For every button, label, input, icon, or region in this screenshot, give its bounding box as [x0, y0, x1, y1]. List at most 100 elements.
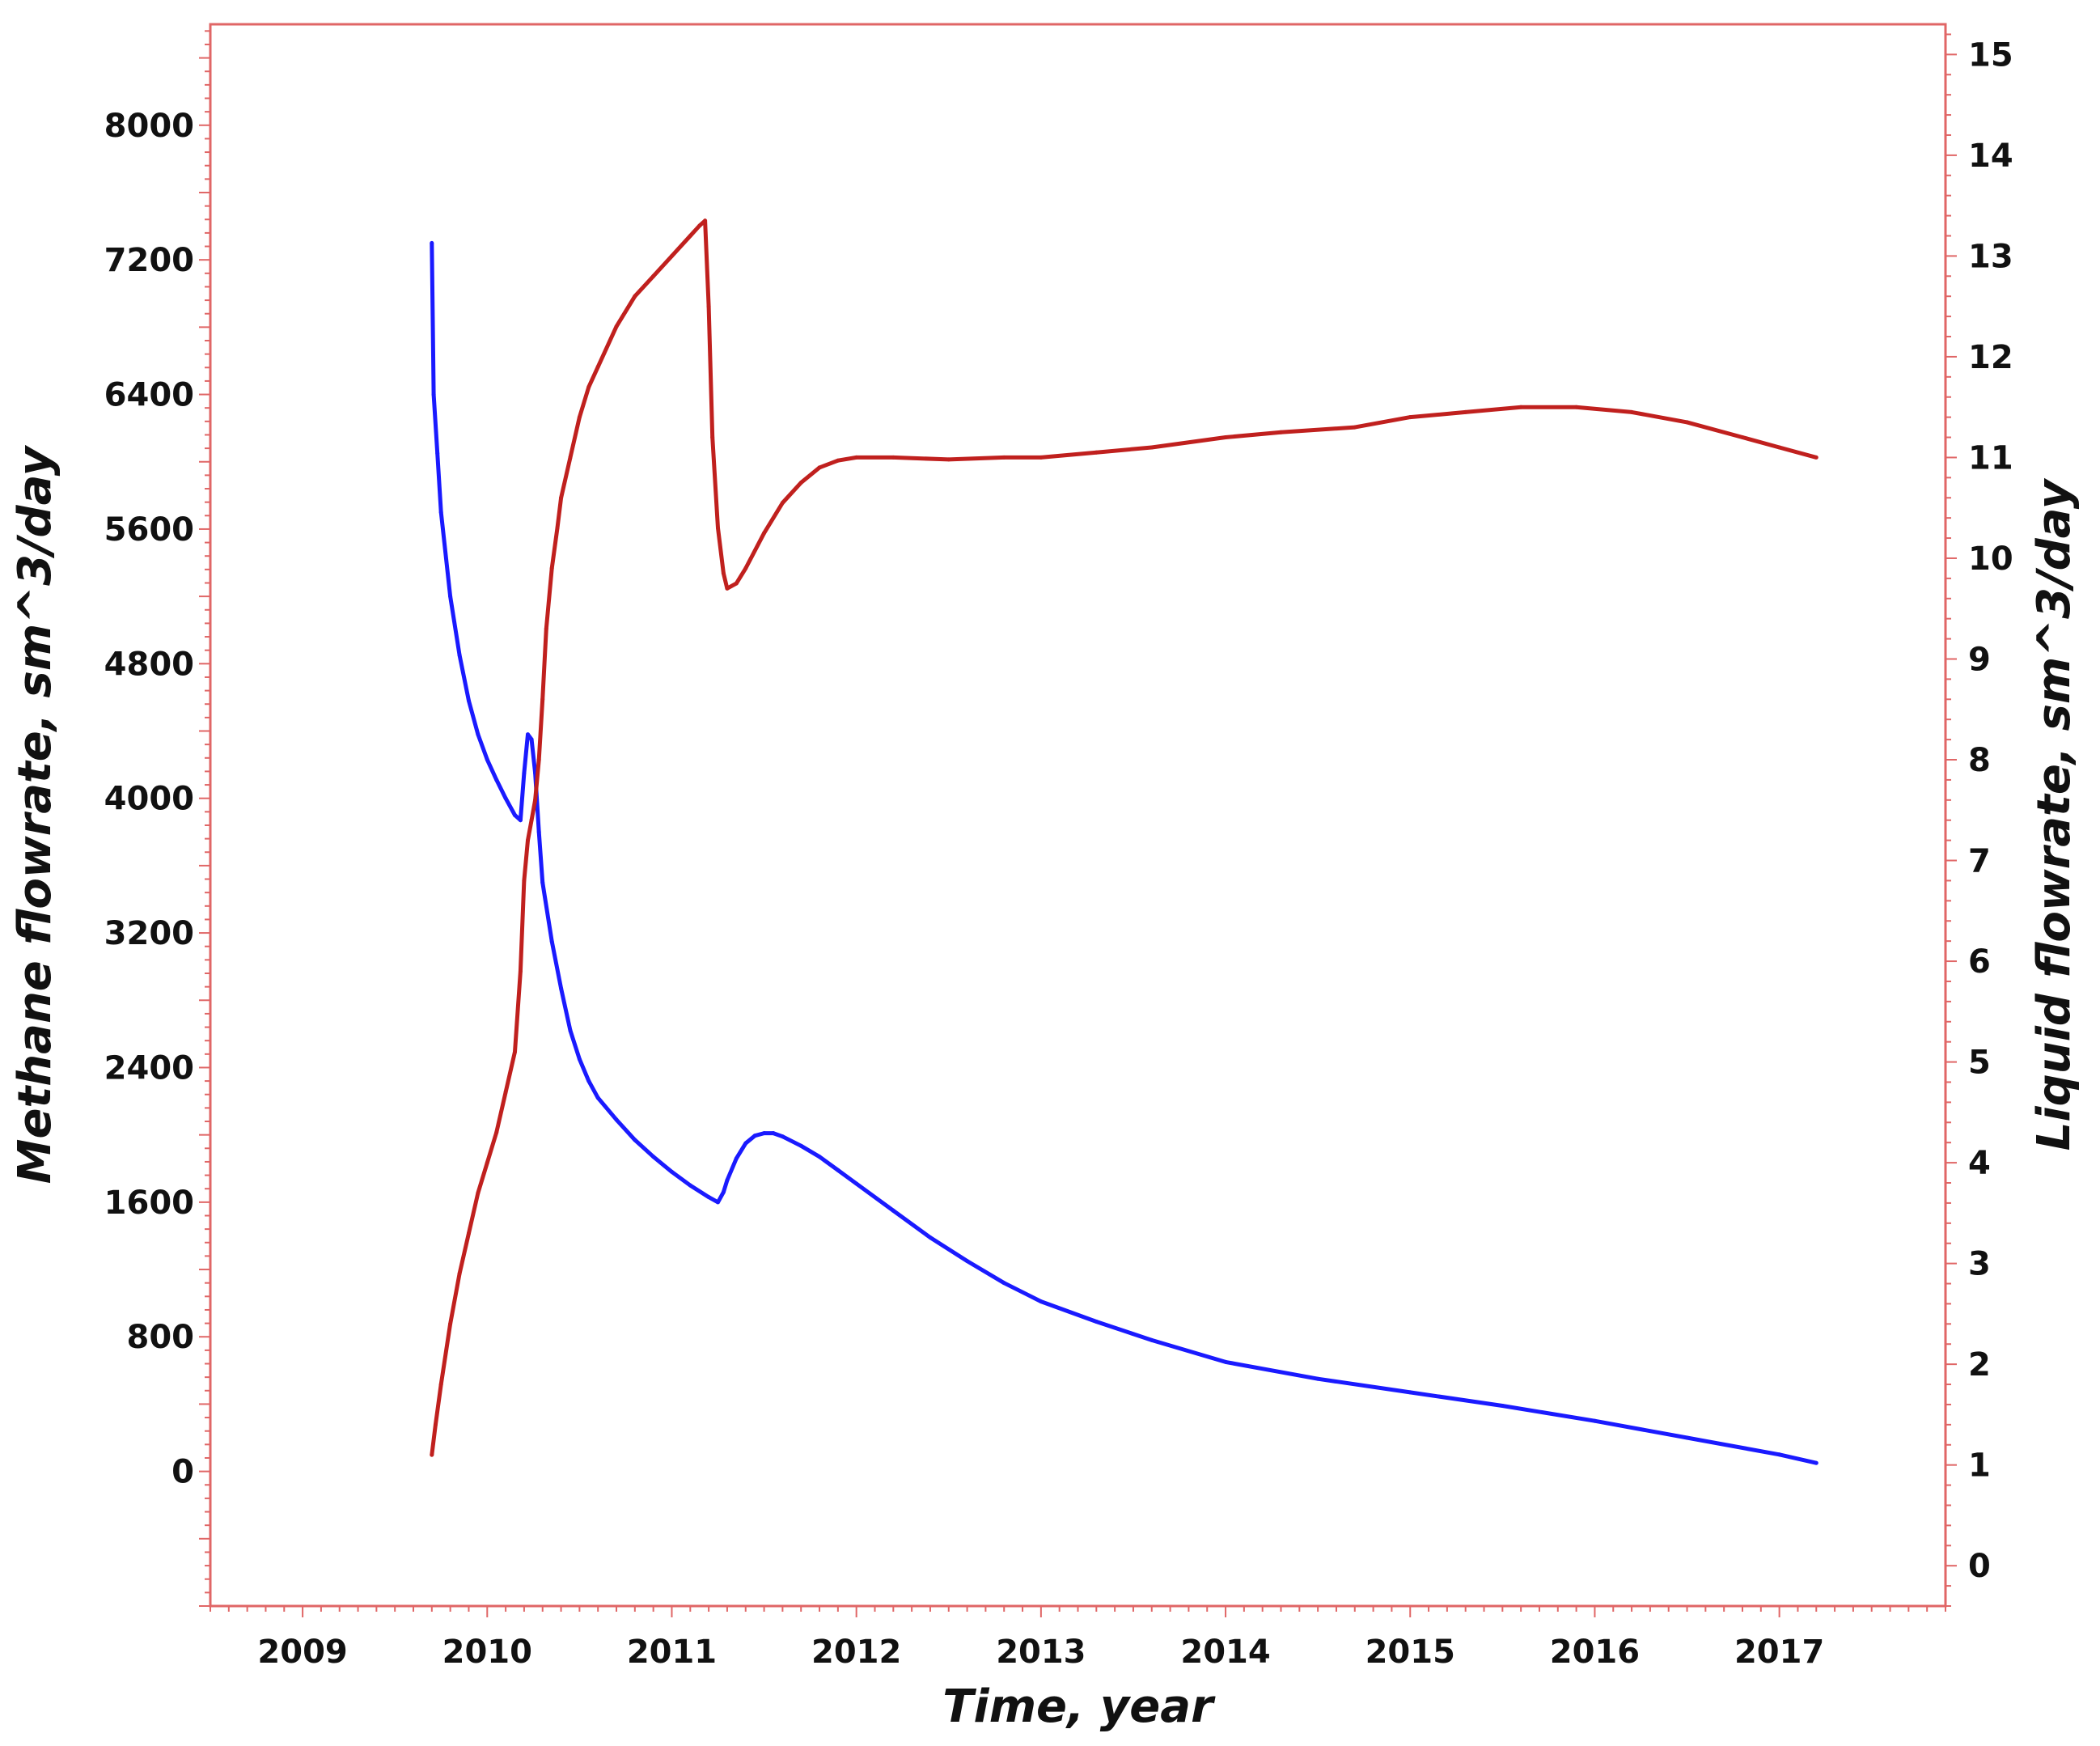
methane-data-point	[430, 240, 434, 245]
methane-data-point	[1408, 1390, 1412, 1395]
liquid-data-point	[1001, 455, 1006, 460]
liquid-data-point	[1408, 415, 1412, 420]
liquid-data-point	[703, 218, 708, 223]
liquid-data-point	[946, 457, 951, 462]
x-tick-label: 2015	[1365, 1634, 1455, 1671]
methane-data-point	[1149, 1337, 1154, 1342]
methane-data-point	[467, 698, 471, 703]
methane-data-point	[891, 1208, 895, 1213]
methane-data-point	[1500, 1404, 1505, 1408]
methane-data-point	[494, 778, 499, 782]
liquid-data-point	[817, 465, 822, 470]
liquid-data-point	[430, 1452, 434, 1457]
liquid-data-point	[697, 223, 702, 228]
liquid-data-point	[549, 566, 554, 570]
liquid-data-point	[614, 324, 619, 329]
methane-data-point	[559, 986, 564, 991]
methane-data-point	[522, 771, 527, 775]
methane-data-point	[854, 1181, 859, 1186]
methane-data-point	[651, 1155, 656, 1159]
liquid-data-point	[544, 626, 548, 631]
methane-data-point	[780, 1134, 785, 1139]
liquid-data-point	[595, 364, 600, 369]
liquid-data-point	[721, 571, 726, 576]
liquid-data-point	[448, 1321, 453, 1326]
liquid-data-point	[503, 1090, 508, 1095]
methane-data-point	[513, 813, 517, 817]
x-tick-label: 2009	[257, 1634, 347, 1671]
left-axis-title: Methane flowrate, sm^3/day	[9, 444, 61, 1184]
liquid-data-point	[476, 1191, 481, 1195]
methane-data-point	[586, 1079, 591, 1083]
liquid-data-point	[494, 1130, 499, 1135]
right-axis-title: Liquid flowrate, sm^3/day	[2028, 477, 2081, 1151]
methane-data-point	[817, 1155, 822, 1159]
right-tick-label: 6	[1968, 943, 1991, 981]
methane-data-point	[1814, 1460, 1818, 1465]
liquid-data-point	[706, 304, 711, 309]
left-tick-label: 3200	[104, 915, 194, 952]
liquid-data-point	[1223, 435, 1228, 439]
liquid-data-point	[780, 501, 785, 505]
methane-data-point	[836, 1168, 840, 1172]
right-tick-label: 12	[1968, 339, 2013, 376]
left-tick-label: 5600	[104, 511, 194, 549]
right-tick-label: 9	[1968, 641, 1991, 678]
methane-data-point	[1777, 1452, 1782, 1457]
methane-data-point	[743, 1141, 748, 1146]
methane-data-point	[1094, 1320, 1099, 1324]
right-tick-label: 5	[1968, 1045, 1991, 1082]
methane-data-point	[529, 737, 534, 742]
left-tick-label: 0	[171, 1454, 194, 1491]
right-tick-label: 11	[1968, 439, 2013, 477]
left-tick-label: 800	[127, 1319, 195, 1356]
right-tick-label: 0	[1968, 1548, 1991, 1585]
methane-data-point	[1685, 1435, 1689, 1440]
liquid-data-point	[1629, 409, 1634, 414]
liquid-data-point	[743, 566, 748, 570]
methane-data-point	[476, 732, 481, 737]
right-tick-label: 10	[1968, 540, 2013, 578]
methane-data-point	[503, 796, 508, 801]
liquid-data-point	[457, 1271, 462, 1276]
plot-frame	[209, 23, 1947, 1608]
methane-data-point	[518, 818, 523, 823]
methane-data-point	[540, 880, 545, 885]
right-tick-label: 2	[1968, 1346, 1991, 1384]
left-tick-label: 6400	[104, 377, 194, 414]
left-tick-label: 4800	[104, 646, 194, 683]
methane-data-point	[1592, 1418, 1597, 1423]
x-axis-title: Time, year	[942, 1680, 1216, 1733]
x-axis-ticks: 2009 2010 2011 2012 2013 2014 2015 2016 2017	[210, 1606, 1946, 1671]
liquid-data-point	[529, 818, 534, 823]
liquid-data-point	[798, 481, 803, 485]
methane-data-point	[438, 510, 443, 515]
x-tick-label: 2016	[1550, 1634, 1640, 1671]
right-tick-label: 13	[1968, 238, 2013, 275]
liquid-data-point	[725, 586, 730, 591]
methane-data-point	[928, 1235, 933, 1240]
liquid-flowrate-line	[430, 218, 1817, 1456]
liquid-data-point	[518, 969, 523, 973]
liquid-data-point	[540, 697, 545, 701]
liquid-data-point	[1279, 430, 1283, 434]
liquid-data-point	[1353, 425, 1357, 430]
liquid-data-point	[485, 1160, 489, 1165]
methane-data-point	[965, 1259, 970, 1264]
liquid-data-point	[559, 495, 564, 500]
liquid-data-point	[536, 757, 541, 762]
liquid-data-point	[1094, 450, 1099, 455]
left-tick-label: 7200	[104, 242, 194, 279]
liquid-data-point	[577, 415, 582, 420]
liquid-data-point	[651, 273, 656, 278]
liquid-data-point	[513, 1049, 517, 1054]
liquid-data-point	[1740, 435, 1745, 439]
x-tick-label: 2014	[1180, 1634, 1270, 1671]
methane-data-point	[762, 1131, 767, 1136]
methane-data-point	[1315, 1376, 1320, 1381]
liquid-data-point	[734, 581, 739, 586]
methane-data-point	[1001, 1281, 1006, 1286]
left-tick-label: 2400	[104, 1049, 194, 1087]
liquid-data-point	[1518, 405, 1523, 409]
